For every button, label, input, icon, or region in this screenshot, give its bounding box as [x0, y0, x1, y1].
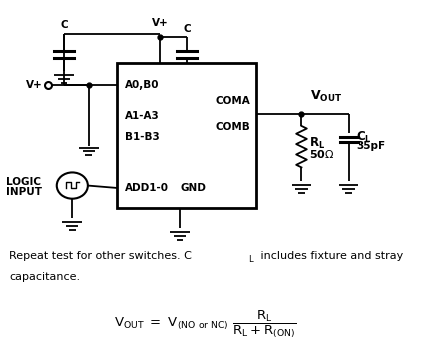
Text: V$_\mathbf{OUT}$: V$_\mathbf{OUT}$ — [310, 89, 342, 104]
Text: A1-A3: A1-A3 — [125, 111, 159, 121]
Text: COMA: COMA — [216, 96, 250, 106]
Text: GND: GND — [181, 183, 206, 193]
Text: A0,B0: A0,B0 — [125, 80, 159, 90]
Text: V+: V+ — [152, 18, 168, 28]
Text: 50$\Omega$: 50$\Omega$ — [309, 148, 334, 160]
Text: $\mathrm{V_{OUT}\ =\ V_{(NO\ or\ NC)}\ \dfrac{R_{L}}{R_{L}+R_{(ON)}}}$: $\mathrm{V_{OUT}\ =\ V_{(NO\ or\ NC)}\ \… — [114, 308, 296, 340]
Text: C: C — [183, 23, 191, 34]
Text: L: L — [248, 255, 253, 264]
Text: COMB: COMB — [216, 122, 250, 132]
Text: C$_\mathbf{L}$: C$_\mathbf{L}$ — [356, 130, 372, 145]
Bar — [118, 63, 257, 208]
Text: V+: V+ — [26, 80, 43, 90]
Text: Repeat test for other switches. C: Repeat test for other switches. C — [9, 251, 192, 261]
Text: ADD1-0: ADD1-0 — [125, 183, 168, 193]
Text: 35pF: 35pF — [356, 141, 385, 151]
Text: LOGIC: LOGIC — [6, 177, 41, 187]
Text: B1-B3: B1-B3 — [125, 132, 159, 142]
Text: C: C — [60, 20, 68, 30]
Text: includes fixture and stray: includes fixture and stray — [257, 251, 403, 261]
Text: INPUT: INPUT — [6, 187, 42, 198]
Text: R$_\mathbf{L}$: R$_\mathbf{L}$ — [309, 136, 325, 151]
Text: capacitance.: capacitance. — [9, 272, 80, 282]
